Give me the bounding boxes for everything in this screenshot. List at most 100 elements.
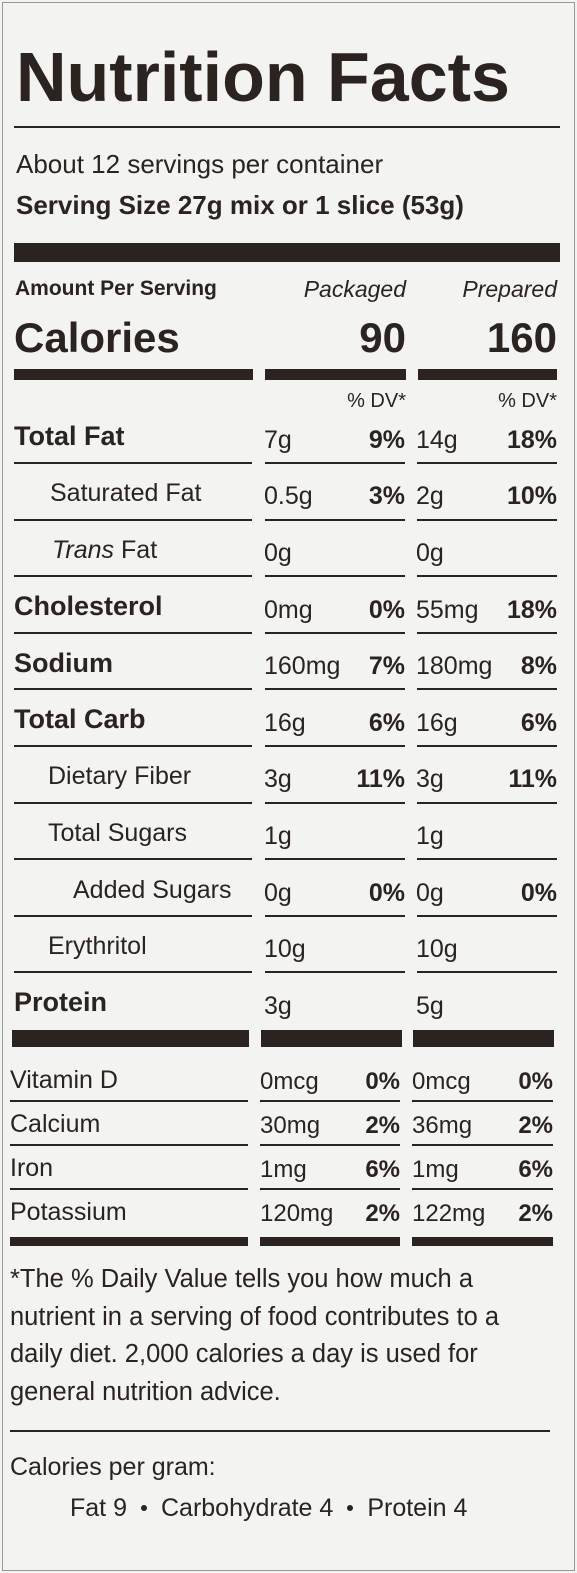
rule: [265, 518, 405, 521]
column-header: Prepared: [462, 276, 557, 303]
daily-value: 0%: [368, 878, 405, 907]
daily-value: 7%: [368, 652, 405, 681]
calories-value: 160: [486, 313, 557, 361]
daily-value: 0%: [518, 1068, 553, 1096]
calories-per-gram: Fat 9 Carbohydrate 4 Protein 4: [70, 1492, 467, 1524]
amount: 0g: [264, 878, 292, 907]
rule: [265, 369, 406, 380]
rule: [260, 1144, 400, 1146]
rule: [265, 688, 405, 691]
amount: 16g: [416, 708, 458, 737]
calories-label: Calories: [14, 313, 180, 361]
calories-per-gram-item: Protein 4: [367, 1494, 468, 1522]
amount: 0.5g: [264, 482, 313, 511]
amount: 0mcg: [412, 1068, 471, 1096]
rule: [12, 1030, 249, 1047]
rule: [14, 369, 253, 380]
amount: 1g: [416, 821, 444, 850]
amount: 0g: [416, 538, 444, 567]
rule: [413, 1030, 554, 1047]
amount: 1mg: [260, 1156, 307, 1184]
amount: 3g: [416, 765, 444, 794]
rule: [14, 914, 252, 917]
label-italic: Trans: [52, 535, 115, 564]
dv-header: % DV*: [347, 390, 406, 412]
rule: [265, 801, 405, 804]
daily-value: 6%: [518, 1156, 553, 1184]
daily-value: 10%: [506, 482, 557, 511]
daily-value: 8%: [520, 652, 557, 681]
rule: [417, 518, 557, 521]
row-label: Cholesterol: [14, 591, 163, 622]
rule: [260, 1188, 400, 1190]
daily-value: 2%: [365, 1200, 400, 1228]
rule: [412, 1237, 553, 1246]
amount: 122mg: [412, 1200, 486, 1228]
amount: 10g: [416, 935, 458, 964]
calories-per-gram-item: Fat 9: [70, 1494, 127, 1522]
daily-value: 2%: [365, 1112, 400, 1140]
amount: 36mg: [412, 1112, 473, 1140]
rule: [417, 631, 557, 634]
amount: 30mg: [260, 1112, 321, 1140]
column-header: Packaged: [303, 276, 406, 303]
daily-value: 18%: [506, 425, 557, 454]
amount: 1g: [264, 821, 292, 850]
rule: [14, 243, 560, 262]
rule: [10, 1188, 248, 1190]
daily-value: 2%: [518, 1112, 553, 1140]
rule: [265, 631, 405, 634]
amount-per-serving: Amount Per Serving: [15, 277, 217, 301]
amount: 16g: [264, 708, 306, 737]
rule: [417, 801, 557, 804]
amount: 0mg: [264, 595, 313, 624]
daily-value: 0%: [368, 595, 405, 624]
amount: 10g: [264, 935, 306, 964]
servings: About 12 servings per container: [16, 149, 384, 180]
rule: [417, 688, 557, 691]
rule: [14, 126, 560, 128]
amount: 55mg: [416, 595, 479, 624]
amount: 0mcg: [260, 1068, 319, 1096]
row-label: Sodium: [14, 647, 113, 678]
rule: [265, 575, 405, 578]
daily-value: 11%: [508, 765, 557, 794]
rule: [417, 745, 557, 747]
rule: [260, 1237, 400, 1246]
vitamin-label: Vitamin D: [10, 1065, 118, 1094]
footnote: *The % Daily Value tells you how much a …: [10, 1265, 500, 1406]
rule: [14, 745, 252, 747]
row-label: Added Sugars: [73, 875, 232, 904]
vitamin-label: Iron: [10, 1153, 54, 1182]
daily-value: 18%: [506, 595, 557, 624]
separator-dot: [140, 1505, 147, 1511]
rule: [265, 971, 405, 974]
rule: [265, 745, 405, 747]
rule: [417, 462, 557, 464]
rule: [14, 518, 252, 521]
title: Nutrition Facts: [16, 37, 510, 116]
rule: [417, 575, 557, 578]
amount: 160mg: [264, 652, 341, 681]
row-label: Erythritol: [48, 932, 147, 961]
dv-header: % DV*: [498, 390, 557, 412]
row-label: Dietary Fiber: [48, 762, 192, 791]
amount: 180mg: [416, 652, 493, 681]
row-label: Total Sugars: [48, 818, 187, 847]
daily-value: 11%: [356, 765, 405, 794]
daily-value: 0%: [365, 1068, 400, 1096]
rule: [14, 971, 252, 974]
rule: [418, 369, 557, 380]
rule: [14, 462, 252, 464]
row-label: Total Fat: [14, 421, 125, 452]
rule: [260, 1100, 400, 1102]
calories-value: 90: [359, 313, 406, 361]
amount: 1mg: [412, 1156, 459, 1184]
rule: [14, 631, 252, 634]
rule: [417, 858, 557, 861]
daily-value: 6%: [520, 708, 557, 737]
rule: [10, 1144, 248, 1146]
vitamin-label: Calcium: [10, 1109, 101, 1138]
daily-value: 2%: [518, 1200, 553, 1228]
